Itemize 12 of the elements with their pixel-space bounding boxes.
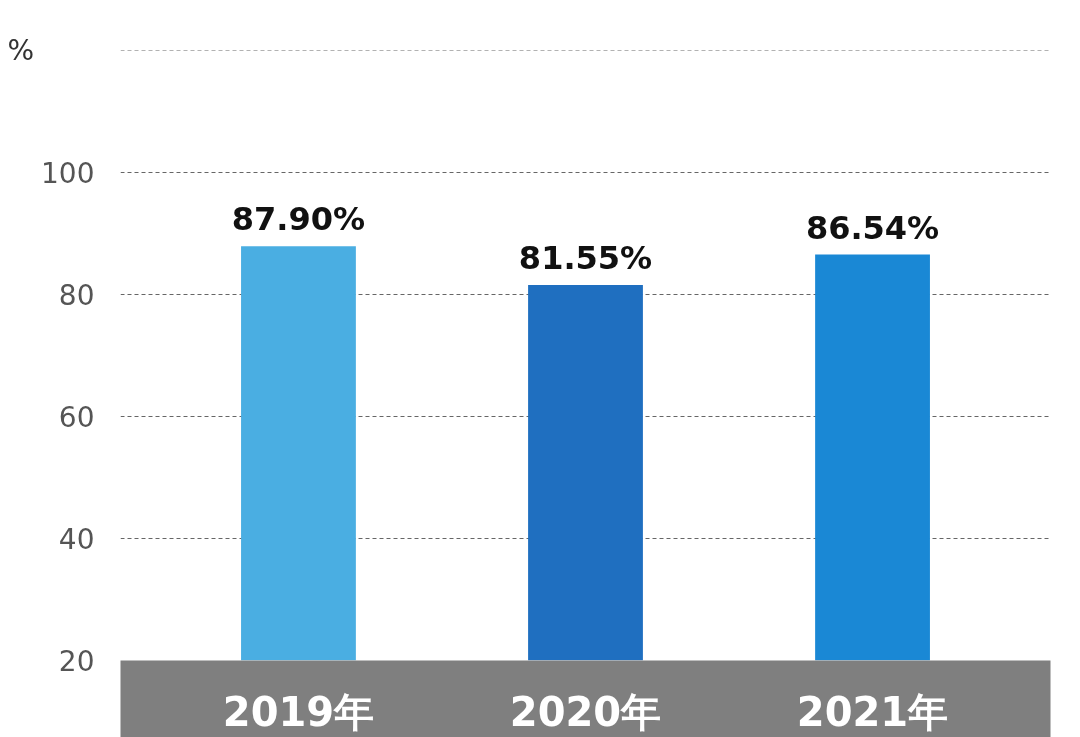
data-label: 86.54% xyxy=(805,208,940,247)
y-tick-label: 100 xyxy=(41,157,95,190)
x-tick-label: 2019年 xyxy=(222,688,375,735)
data-label: 87.90% xyxy=(231,200,366,239)
y-axis-title: % xyxy=(7,34,35,67)
y-tick-label: 60 xyxy=(58,401,95,434)
data-label: 81.55% xyxy=(518,239,653,278)
y-tick-label: 80 xyxy=(58,279,95,312)
x-tick-label: 2020年 xyxy=(509,688,662,735)
y-tick-label: 40 xyxy=(58,523,95,556)
x-tick-label: 2021年 xyxy=(796,688,949,735)
y-tick-label: 20 xyxy=(58,645,95,678)
